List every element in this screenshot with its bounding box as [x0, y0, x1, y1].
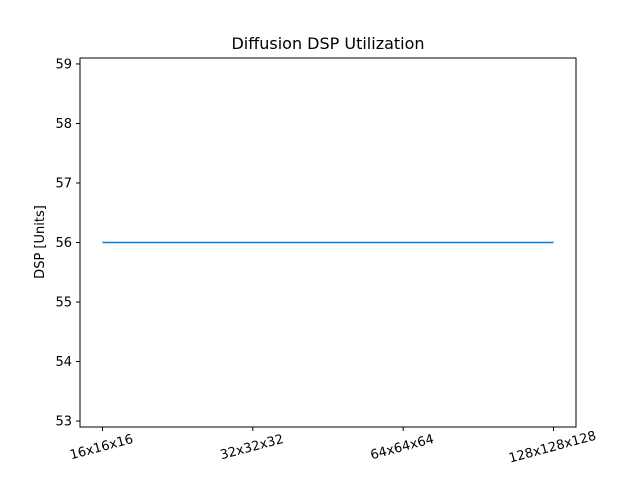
- y-tick-label: 58: [55, 117, 72, 132]
- y-tick-label: 56: [55, 236, 72, 251]
- y-axis: 53 54 55 56 57 58 59: [55, 57, 80, 430]
- chart-title: Diffusion DSP Utilization: [231, 34, 424, 53]
- y-tick-label: 55: [55, 296, 72, 311]
- y-tick-label: 57: [55, 176, 72, 191]
- y-axis-label: DSP [Units]: [33, 205, 48, 279]
- plot-frame: [79, 57, 577, 428]
- y-tick-label: 54: [55, 355, 72, 370]
- y-tick-label: 59: [55, 57, 72, 72]
- y-tick-label: 53: [55, 415, 72, 430]
